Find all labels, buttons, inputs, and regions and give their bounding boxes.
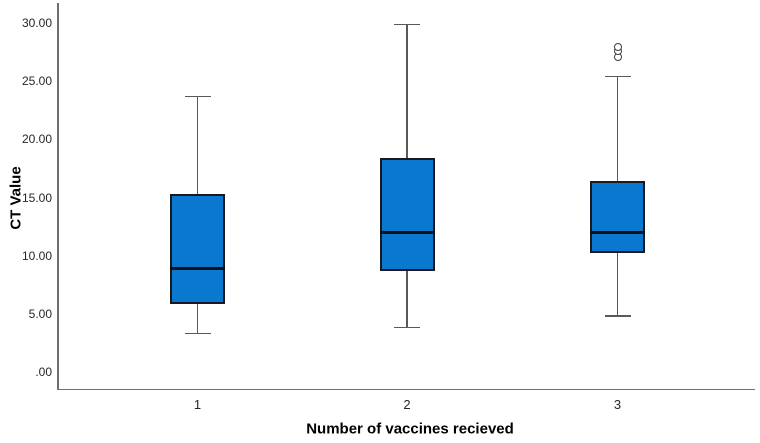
outlier-point bbox=[613, 42, 622, 51]
lower-whisker-line bbox=[196, 304, 199, 334]
upper-whisker-line bbox=[196, 96, 199, 194]
y-tick-label: 10.00 bbox=[21, 248, 52, 263]
y-tick-label: 5.00 bbox=[28, 306, 52, 321]
x-tick-label: 1 bbox=[193, 397, 202, 412]
lower-whisker-line bbox=[616, 253, 619, 316]
upper-whisker-cap bbox=[184, 95, 211, 98]
y-tick-label: 20.00 bbox=[21, 132, 52, 147]
y-axis-line bbox=[57, 3, 59, 389]
upper-whisker-line bbox=[406, 24, 408, 158]
y-tick-label: 15.00 bbox=[21, 190, 52, 205]
lower-whisker-line bbox=[406, 270, 408, 328]
upper-whisker-line bbox=[616, 76, 619, 182]
iqr-box bbox=[170, 194, 225, 305]
lower-whisker-cap bbox=[184, 332, 211, 335]
median-line bbox=[170, 266, 225, 270]
upper-whisker-cap bbox=[604, 75, 631, 78]
lower-whisker-cap bbox=[394, 326, 420, 329]
y-tick-label: 30.00 bbox=[21, 16, 52, 31]
median-line bbox=[379, 230, 435, 234]
iqr-box bbox=[379, 158, 435, 271]
median-line bbox=[590, 230, 645, 234]
x-tick-label: 2 bbox=[403, 397, 411, 412]
upper-whisker-cap bbox=[394, 23, 420, 26]
x-axis-title: Number of vaccines recieved bbox=[306, 420, 514, 438]
y-tick-label: .00 bbox=[35, 364, 52, 379]
x-axis-line bbox=[57, 388, 755, 390]
lower-whisker-cap bbox=[604, 315, 631, 317]
y-tick-label: 25.00 bbox=[21, 74, 52, 89]
x-tick-label: 3 bbox=[613, 397, 622, 412]
iqr-box bbox=[590, 181, 645, 254]
